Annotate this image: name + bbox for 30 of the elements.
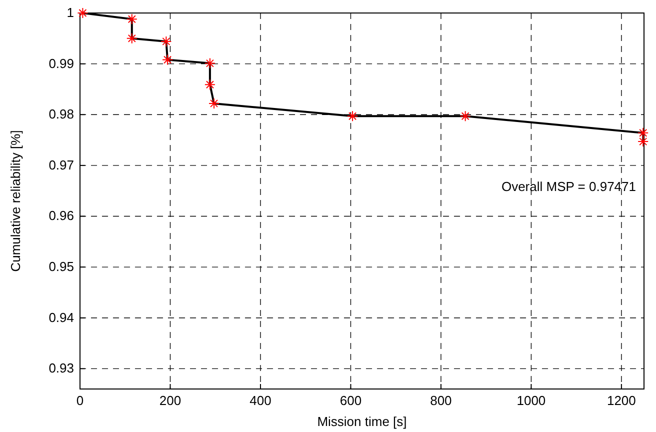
x-tick-label: 400 xyxy=(250,393,272,408)
y-tick-label: 0.99 xyxy=(48,56,74,71)
x-tick-label: 1000 xyxy=(516,393,546,408)
y-tick-label: 0.98 xyxy=(48,106,74,122)
y-tick-label: 1 xyxy=(66,5,74,20)
point xyxy=(160,36,172,47)
x-tick-label: 200 xyxy=(159,393,182,408)
y-tick-label: 0.96 xyxy=(48,208,74,224)
x-tick-label: 600 xyxy=(340,393,362,408)
point xyxy=(460,110,471,122)
x-tick-label: 1200 xyxy=(606,393,636,408)
point xyxy=(347,110,358,122)
y-tick-label: 0.97 xyxy=(48,157,74,172)
annotation: Overall MSP = 0.97471 xyxy=(501,179,636,194)
y-axis-title: Cumulative reliability [%] xyxy=(8,130,23,272)
point xyxy=(208,98,220,109)
point xyxy=(638,136,649,148)
point xyxy=(77,8,88,18)
y-tick-label: 0.93 xyxy=(48,360,74,376)
x-axis-title: Mission time [s] xyxy=(317,414,407,429)
x-tick-label: 800 xyxy=(430,393,452,408)
point xyxy=(162,54,174,66)
x-tick-label: 0 xyxy=(76,393,84,408)
point xyxy=(204,79,216,90)
y-tick-label: 0.95 xyxy=(48,259,74,274)
point xyxy=(204,58,216,69)
point xyxy=(638,127,649,138)
point xyxy=(126,32,138,44)
y-tick-label: 0.94 xyxy=(48,310,74,325)
point xyxy=(126,14,138,25)
